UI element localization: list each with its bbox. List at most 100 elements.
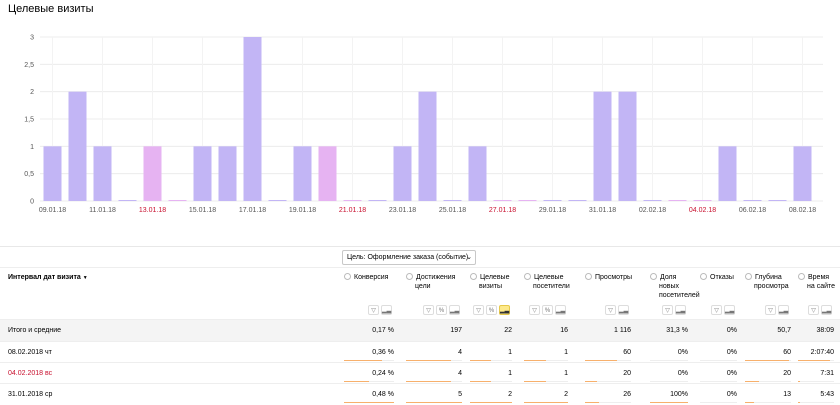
bar xyxy=(318,146,337,201)
column-header-text: на сайте xyxy=(807,283,836,290)
x-tick-label: 08.02.18 xyxy=(789,207,816,214)
x-tick-label: 17.01.18 xyxy=(239,207,266,214)
column-header-time-on-site[interactable]: Время на сайте xyxy=(798,273,835,291)
chart-icon[interactable]: ▂▃ xyxy=(381,305,392,315)
cell-bar-track xyxy=(700,402,737,403)
column-header-text: Конверсия xyxy=(354,274,389,281)
column-header-conversion[interactable]: Конверсия xyxy=(344,273,388,282)
column-header-text: новых xyxy=(659,283,680,290)
radio-icon[interactable] xyxy=(700,273,707,280)
column-header-text: Достижения xyxy=(416,274,456,281)
row-date-label: 04.02.2018 вс xyxy=(8,370,53,377)
radio-icon[interactable] xyxy=(745,273,752,280)
cell-pageviews: 60 xyxy=(623,349,631,356)
chart-icon[interactable]: ▂▃ xyxy=(449,305,460,315)
cell-bar-fill xyxy=(344,381,369,382)
cell-pageviews: 26 xyxy=(623,391,631,398)
cell-bar-fill xyxy=(470,360,491,361)
cell-bar-fill xyxy=(524,381,546,382)
filter-icon[interactable]: ▽ xyxy=(423,305,434,315)
cell-conversion: 0,48 % xyxy=(372,391,394,398)
table-row[interactable]: 31.01.2018 ср 0,48 % 5 2 2 26 100% 0% 13 5:43 xyxy=(0,383,840,405)
bar-zero xyxy=(168,200,187,201)
chart-icon[interactable]: ▂▃ xyxy=(555,305,566,315)
bar xyxy=(793,146,812,201)
cell-bar-track xyxy=(700,360,737,361)
filter-icon[interactable]: ▽ xyxy=(662,305,673,315)
goal-select-dropdown[interactable]: Цель: Оформление заказа (событие) ⌄ xyxy=(342,250,476,265)
filter-icon[interactable]: ▽ xyxy=(711,305,722,315)
y-tick-label: 3 xyxy=(30,35,34,42)
chart-icon[interactable]: ▂▃ xyxy=(778,305,789,315)
column-header-text: Глубина xyxy=(755,274,782,281)
percent-icon[interactable]: % xyxy=(436,305,447,315)
column-header-goal-visits[interactable]: Целевые визиты xyxy=(470,273,509,291)
bar xyxy=(618,91,637,201)
y-tick-label: 2 xyxy=(30,89,34,96)
row-date-label: 31.01.2018 ср xyxy=(8,391,53,398)
radio-icon[interactable] xyxy=(344,273,351,280)
cell-conversion: 0,24 % xyxy=(372,370,394,377)
row-date-label: 08.02.2018 чт xyxy=(8,349,52,356)
cell-conversion: 0,36 % xyxy=(372,349,394,356)
radio-icon[interactable] xyxy=(585,273,592,280)
filter-icon[interactable]: ▽ xyxy=(529,305,540,315)
x-tick-label: 04.02.18 xyxy=(689,207,716,214)
radio-icon[interactable] xyxy=(650,273,657,280)
x-tick-label: 21.01.18 xyxy=(339,207,366,214)
cell-new-visitors-share: 0% xyxy=(677,370,688,377)
cell-bar-fill xyxy=(585,381,597,382)
x-tick-label: 19.01.18 xyxy=(289,207,316,214)
totals-row[interactable]: Итого и средние 0,17 % 197 22 16 1 116 31,3 % 0… xyxy=(0,319,840,341)
cell-bar-track xyxy=(798,381,834,382)
column-header-bounces[interactable]: Отказы xyxy=(700,273,734,282)
row-date-label: Итого и средние xyxy=(8,327,62,334)
column-header-depth[interactable]: Глубина просмотра xyxy=(745,273,789,291)
cell-bar-fill xyxy=(524,360,546,361)
radio-icon[interactable] xyxy=(470,273,477,280)
radio-icon[interactable] xyxy=(406,273,413,280)
column-header-pageviews[interactable]: Просмотры xyxy=(585,273,632,282)
x-tick-label: 25.01.18 xyxy=(439,207,466,214)
radio-icon[interactable] xyxy=(798,273,805,280)
cell-goal-visitors: 2 xyxy=(564,391,568,398)
goal-select-value: Цель: Оформление заказа (событие) xyxy=(347,254,469,261)
filter-icon[interactable]: ▽ xyxy=(473,305,484,315)
cell-bar-fill xyxy=(470,381,491,382)
filter-icon[interactable]: ▽ xyxy=(605,305,616,315)
cell-bar-fill xyxy=(344,360,382,361)
table-row[interactable]: 08.02.2018 чт 0,36 % 4 1 1 60 0% 0% 60 2:07:40 xyxy=(0,341,840,363)
dimension-header[interactable]: Интервал дат визита ▼ xyxy=(8,274,88,281)
cell-goal-visitors: 16 xyxy=(560,327,568,334)
cell-bar-fill xyxy=(585,360,618,361)
x-tick-label: 31.01.18 xyxy=(589,207,616,214)
column-header-text: просмотра xyxy=(754,283,789,290)
cell-new-visitors-share: 100% xyxy=(670,391,688,398)
filter-icon[interactable]: ▽ xyxy=(765,305,776,315)
cell-goal-visits: 2 xyxy=(508,391,512,398)
cell-bar-track xyxy=(650,381,688,382)
chart-icon[interactable]: ▂▃ xyxy=(499,305,510,315)
filter-icon[interactable]: ▽ xyxy=(808,305,819,315)
chart-icon[interactable]: ▂▃ xyxy=(724,305,735,315)
percent-icon[interactable]: % xyxy=(486,305,497,315)
table-row[interactable]: 04.02.2018 вс 0,24 % 4 1 1 20 0% 0% 20 7:31 xyxy=(0,362,840,384)
radio-icon[interactable] xyxy=(524,273,531,280)
column-header-new-visitors-share[interactable]: Доля новых посетителей xyxy=(650,273,700,300)
bar-zero xyxy=(693,200,712,201)
bar-chart: 0 0,5 1 1,5 2 2,5 3 09.01.18 11.01.18 13.01.18 15.… xyxy=(24,35,823,214)
cell-bar-track xyxy=(470,381,512,382)
bar xyxy=(93,146,112,201)
column-header-goal-reaches[interactable]: Достижения цели xyxy=(406,273,455,291)
bar-zero xyxy=(493,200,512,201)
cell-bar-fill xyxy=(745,381,759,382)
filter-icon[interactable]: ▽ xyxy=(368,305,379,315)
column-header-goal-visitors[interactable]: Целевые посетители xyxy=(524,273,570,291)
percent-icon[interactable]: % xyxy=(542,305,553,315)
chart-icon[interactable]: ▂▃ xyxy=(675,305,686,315)
bar-zero xyxy=(118,200,137,201)
bar xyxy=(68,91,87,201)
chart-icon[interactable]: ▂▃ xyxy=(821,305,832,315)
chart-icon[interactable]: ▂▃ xyxy=(618,305,629,315)
cell-time-on-site: 38:09 xyxy=(816,327,834,334)
